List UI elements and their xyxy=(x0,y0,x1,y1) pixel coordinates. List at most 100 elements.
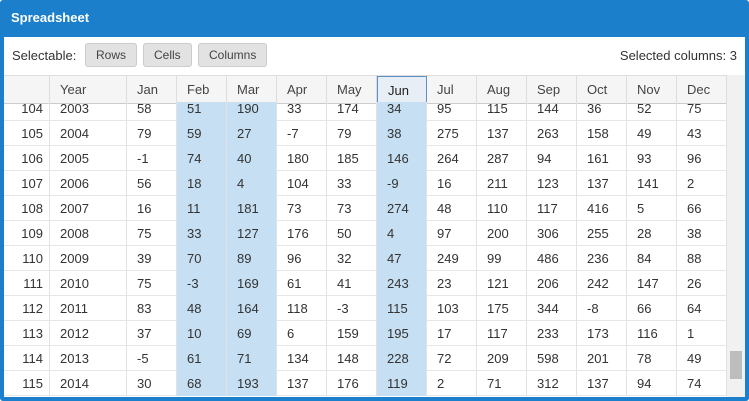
cell[interactable]: 180 xyxy=(277,146,327,171)
cell[interactable]: 33 xyxy=(277,102,327,121)
cell[interactable]: 137 xyxy=(277,371,327,396)
column-header[interactable]: Jul xyxy=(427,76,477,103)
cell[interactable]: -3 xyxy=(327,296,377,321)
column-header[interactable]: Year xyxy=(50,76,127,103)
cell[interactable]: 69 xyxy=(227,321,277,346)
cell[interactable]: 99 xyxy=(477,246,527,271)
cell[interactable]: 16 xyxy=(127,196,177,221)
cell[interactable]: 75 xyxy=(127,271,177,296)
cell[interactable]: 2014 xyxy=(50,371,127,396)
cell[interactable]: 104 xyxy=(277,171,327,196)
column-header[interactable]: Jan xyxy=(127,76,177,103)
cell[interactable]: 264 xyxy=(427,146,477,171)
cell[interactable]: 50 xyxy=(327,221,377,246)
cell[interactable]: 144 xyxy=(527,102,577,121)
cell[interactable]: 242 xyxy=(577,271,627,296)
cell[interactable]: 73 xyxy=(327,196,377,221)
cell[interactable]: 26 xyxy=(677,271,727,296)
cell[interactable]: 243 xyxy=(377,271,427,296)
cell[interactable]: 2006 xyxy=(50,171,127,196)
cell[interactable]: 89 xyxy=(227,246,277,271)
cell[interactable]: 97 xyxy=(427,221,477,246)
cell[interactable]: 66 xyxy=(677,196,727,221)
row-number[interactable]: 110 xyxy=(4,246,50,271)
cell[interactable]: 41 xyxy=(327,271,377,296)
cell[interactable]: 201 xyxy=(577,346,627,371)
cell[interactable]: 18 xyxy=(177,171,227,196)
cell[interactable]: 84 xyxy=(627,246,677,271)
cell[interactable]: 27 xyxy=(227,121,277,146)
cell[interactable]: 71 xyxy=(227,346,277,371)
cell[interactable]: 32 xyxy=(327,246,377,271)
cell[interactable]: 598 xyxy=(527,346,577,371)
cell[interactable]: 75 xyxy=(677,102,727,121)
cell[interactable]: -1 xyxy=(127,146,177,171)
scroll-thumb[interactable] xyxy=(730,351,742,379)
cell[interactable]: 48 xyxy=(427,196,477,221)
cell[interactable]: 96 xyxy=(277,246,327,271)
cell[interactable]: 211 xyxy=(477,171,527,196)
column-header[interactable]: Mar xyxy=(227,76,277,103)
row-number[interactable]: 107 xyxy=(4,171,50,196)
cell[interactable]: 127 xyxy=(227,221,277,246)
cell[interactable]: 195 xyxy=(377,321,427,346)
cell[interactable]: 34 xyxy=(377,102,427,121)
cell[interactable]: 2 xyxy=(427,371,477,396)
cell[interactable]: 88 xyxy=(677,246,727,271)
cell[interactable]: 200 xyxy=(477,221,527,246)
cell[interactable]: 72 xyxy=(427,346,477,371)
cell[interactable]: 71 xyxy=(477,371,527,396)
cell[interactable]: 38 xyxy=(677,221,727,246)
cell[interactable]: 59 xyxy=(177,121,227,146)
cell[interactable]: 2010 xyxy=(50,271,127,296)
cell[interactable]: 159 xyxy=(327,321,377,346)
row-number[interactable]: 105 xyxy=(4,121,50,146)
cell[interactable]: 66 xyxy=(627,296,677,321)
cell[interactable]: 275 xyxy=(427,121,477,146)
cell[interactable]: 2011 xyxy=(50,296,127,321)
button[interactable]: Cells xyxy=(143,43,192,67)
column-header[interactable]: Dec xyxy=(677,76,727,103)
column-header[interactable]: Jun xyxy=(377,76,427,103)
cell[interactable]: 11 xyxy=(177,196,227,221)
cell[interactable]: 64 xyxy=(677,296,727,321)
cell[interactable]: 49 xyxy=(627,121,677,146)
cell[interactable]: 51 xyxy=(177,102,227,121)
cell[interactable]: 146 xyxy=(377,146,427,171)
cell[interactable]: -3 xyxy=(177,271,227,296)
cell[interactable]: 161 xyxy=(577,146,627,171)
row-number[interactable]: 104 xyxy=(4,102,50,121)
column-header[interactable]: Aug xyxy=(477,76,527,103)
cell[interactable]: 93 xyxy=(627,146,677,171)
cell[interactable]: 6 xyxy=(277,321,327,346)
cell[interactable]: 68 xyxy=(177,371,227,396)
row-number[interactable]: 115 xyxy=(4,371,50,396)
cell[interactable]: 263 xyxy=(527,121,577,146)
row-number[interactable]: 111 xyxy=(4,271,50,296)
cell[interactable]: 33 xyxy=(327,171,377,196)
cell[interactable]: 94 xyxy=(627,371,677,396)
cell[interactable]: 43 xyxy=(677,121,727,146)
cell[interactable]: 61 xyxy=(277,271,327,296)
cell[interactable]: 36 xyxy=(577,102,627,121)
cell[interactable]: 38 xyxy=(377,121,427,146)
cell[interactable]: 176 xyxy=(327,371,377,396)
cell[interactable]: 173 xyxy=(577,321,627,346)
column-header[interactable]: Oct xyxy=(577,76,627,103)
cell[interactable]: 209 xyxy=(477,346,527,371)
cell[interactable]: 344 xyxy=(527,296,577,321)
cell[interactable]: 2004 xyxy=(50,121,127,146)
cell[interactable]: 236 xyxy=(577,246,627,271)
cell[interactable]: 2007 xyxy=(50,196,127,221)
cell[interactable]: 164 xyxy=(227,296,277,321)
scrollbar[interactable] xyxy=(727,75,745,397)
cell[interactable]: 73 xyxy=(277,196,327,221)
cell[interactable]: 147 xyxy=(627,271,677,296)
cell[interactable]: 47 xyxy=(377,246,427,271)
cell[interactable]: 16 xyxy=(427,171,477,196)
cell[interactable]: 1 xyxy=(677,321,727,346)
cell[interactable]: 141 xyxy=(627,171,677,196)
cell[interactable]: 95 xyxy=(427,102,477,121)
column-header[interactable]: Nov xyxy=(627,76,677,103)
cell[interactable]: 23 xyxy=(427,271,477,296)
